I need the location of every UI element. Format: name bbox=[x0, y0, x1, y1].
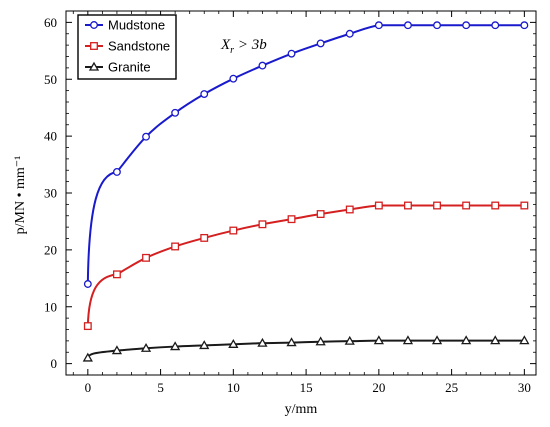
major-ticks bbox=[66, 11, 536, 375]
legend-item-mudstone: Mudstone bbox=[85, 18, 165, 33]
marker-mudstone bbox=[200, 90, 209, 98]
y-axis-label: p/MN • mm⁻¹ bbox=[13, 156, 28, 235]
marker-granite bbox=[490, 335, 501, 345]
marker-granite bbox=[170, 341, 181, 351]
marker-mudstone bbox=[491, 21, 500, 30]
marker-sandstone bbox=[287, 215, 296, 224]
marker-sandstone bbox=[491, 201, 500, 210]
marker-mudstone bbox=[520, 21, 529, 30]
series-sandstone bbox=[83, 201, 529, 331]
marker-granite bbox=[140, 342, 152, 352]
marker-mudstone bbox=[142, 132, 150, 141]
marker-granite bbox=[519, 335, 530, 345]
series-layer bbox=[82, 21, 530, 362]
marker-sandstone bbox=[433, 201, 442, 210]
marker-granite bbox=[344, 335, 355, 345]
y-tick-label: 50 bbox=[44, 72, 57, 87]
x-tick-label: 10 bbox=[227, 380, 240, 395]
marker-mudstone bbox=[112, 168, 121, 176]
series-line-granite bbox=[86, 339, 525, 359]
marker-granite bbox=[82, 352, 93, 362]
marker-sandstone bbox=[258, 220, 267, 229]
marker-granite bbox=[111, 345, 123, 355]
marker-mudstone bbox=[229, 74, 238, 83]
marker-mudstone bbox=[345, 29, 354, 38]
marker-sandstone bbox=[200, 233, 209, 242]
y-tick-label: 30 bbox=[44, 186, 57, 201]
marker-mudstone bbox=[404, 21, 412, 30]
legend-marker-mudstone bbox=[90, 21, 98, 29]
marker-granite bbox=[199, 340, 210, 350]
legend-item-granite: Granite bbox=[85, 60, 151, 75]
y-tick-label: 60 bbox=[44, 15, 57, 30]
x-tick-labels: 0 5 10 15 20 25 30 bbox=[85, 380, 531, 395]
x-tick-label: 15 bbox=[300, 380, 313, 395]
legend-marker-sandstone bbox=[90, 42, 98, 50]
x-tick-label: 5 bbox=[157, 380, 164, 395]
x-tick-label: 20 bbox=[372, 380, 385, 395]
series-granite bbox=[82, 335, 530, 362]
marker-sandstone bbox=[462, 201, 471, 210]
legend-item-sandstone: Sandstone bbox=[85, 39, 170, 54]
series-line-sandstone bbox=[86, 204, 525, 327]
x-axis-label: y/mm bbox=[285, 402, 318, 417]
series-mudstone bbox=[83, 21, 529, 288]
y-tick-label: 40 bbox=[44, 129, 57, 144]
legend-label-mudstone: Mudstone bbox=[108, 18, 165, 33]
marker-mudstone bbox=[374, 21, 383, 30]
marker-sandstone bbox=[171, 242, 180, 251]
marker-mudstone bbox=[258, 61, 267, 70]
x-tick-label: 25 bbox=[445, 380, 458, 395]
legend: Mudstone Sandstone Granite bbox=[77, 14, 177, 80]
annotation: Xr > 3b bbox=[220, 37, 267, 56]
marker-sandstone bbox=[112, 270, 121, 279]
marker-granite bbox=[315, 336, 326, 346]
marker-granite bbox=[373, 335, 384, 345]
marker-sandstone bbox=[229, 226, 238, 235]
legend-label-granite: Granite bbox=[108, 60, 151, 75]
marker-mudstone bbox=[287, 49, 296, 58]
marker-mudstone bbox=[83, 280, 92, 288]
marker-granite bbox=[431, 335, 443, 345]
annotation-subscript: r bbox=[230, 45, 234, 56]
marker-sandstone bbox=[83, 322, 92, 331]
marker-mudstone bbox=[462, 21, 471, 30]
x-tick-label: 30 bbox=[518, 380, 531, 395]
marker-sandstone bbox=[374, 201, 383, 210]
y-tick-label: 0 bbox=[51, 356, 58, 371]
marker-granite bbox=[257, 337, 268, 347]
legend-label-sandstone: Sandstone bbox=[108, 39, 170, 54]
annotation-rest: > 3b bbox=[234, 37, 267, 53]
x-tick-label: 0 bbox=[85, 380, 92, 395]
marker-sandstone bbox=[520, 201, 529, 210]
y-tick-label: 20 bbox=[44, 242, 57, 257]
legend-entries: Mudstone Sandstone Granite bbox=[85, 18, 170, 75]
marker-sandstone bbox=[345, 205, 354, 214]
marker-granite bbox=[286, 337, 297, 347]
plot-frame bbox=[65, 10, 537, 376]
marker-mudstone bbox=[433, 21, 442, 30]
marker-mudstone bbox=[316, 39, 325, 48]
marker-granite bbox=[461, 335, 472, 345]
y-tick-label: 10 bbox=[44, 299, 57, 314]
marker-sandstone bbox=[404, 201, 412, 210]
marker-granite bbox=[228, 338, 239, 348]
legend-marker-granite bbox=[88, 61, 100, 71]
marker-sandstone bbox=[316, 210, 325, 218]
marker-granite bbox=[402, 335, 414, 345]
annotation-main: X bbox=[220, 37, 231, 53]
marker-mudstone bbox=[171, 108, 180, 117]
marker-sandstone bbox=[142, 253, 150, 262]
y-tick-labels: 0 10 20 30 40 50 60 bbox=[44, 15, 57, 371]
